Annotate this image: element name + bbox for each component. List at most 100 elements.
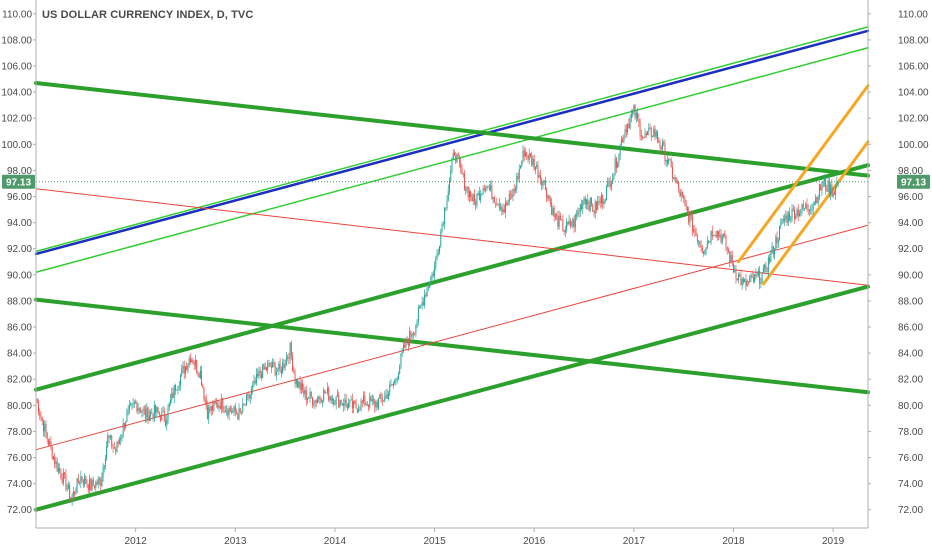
candle [39, 408, 41, 421]
y-tick-label: 102.00 [898, 114, 929, 125]
candle [586, 198, 588, 210]
candle [587, 193, 589, 210]
candle [300, 379, 302, 395]
candle [268, 360, 270, 368]
candle [689, 211, 691, 228]
time-axis[interactable]: 2012 2013 2014 2015 2016 2017 2018 2019 [36, 527, 868, 547]
candle [470, 190, 472, 202]
orange-channel-lower[interactable] [761, 140, 870, 286]
candle [254, 376, 256, 385]
candle [45, 420, 47, 439]
candle [89, 475, 91, 494]
candle [275, 367, 277, 381]
candle [451, 156, 453, 174]
candle [147, 406, 149, 424]
candle [198, 372, 200, 379]
candle [593, 210, 595, 218]
candle [491, 179, 493, 200]
y-tick-label: 78.00 [898, 427, 923, 438]
candle [658, 136, 660, 144]
candle [162, 405, 164, 413]
candle [166, 415, 168, 431]
candle [407, 337, 409, 352]
candle [539, 169, 541, 185]
candle [385, 389, 387, 399]
candle [461, 164, 463, 175]
candle [482, 185, 484, 195]
candle [304, 386, 306, 400]
x-tick-label: 2013 [224, 536, 247, 547]
candle [247, 393, 249, 401]
candle [516, 173, 518, 194]
candle [544, 176, 546, 191]
candle [771, 241, 773, 255]
candle [122, 418, 124, 438]
candle [732, 262, 734, 274]
candle [274, 361, 276, 377]
candle [457, 152, 459, 158]
candle [318, 395, 320, 403]
candle [287, 354, 289, 362]
candle [564, 225, 566, 238]
candle [541, 177, 543, 191]
candle [344, 393, 346, 411]
candle [143, 405, 145, 416]
candle [41, 416, 43, 426]
channel-lower-green-line[interactable] [34, 284, 870, 512]
candle [685, 199, 687, 211]
candle [642, 135, 644, 140]
candle [695, 227, 697, 236]
candle [728, 247, 730, 254]
candle [694, 225, 696, 238]
candle [777, 237, 779, 248]
candle [578, 208, 580, 218]
candle [320, 397, 322, 404]
candle [61, 473, 63, 485]
candle [404, 340, 406, 349]
orange-channel-upper[interactable] [736, 84, 870, 264]
candle [453, 149, 455, 157]
candle [711, 225, 713, 240]
descending-lower-green-line[interactable] [34, 297, 870, 395]
candle [182, 361, 184, 374]
candle [546, 187, 548, 203]
candle [547, 194, 549, 202]
candle [405, 336, 407, 350]
candle [84, 473, 86, 488]
candle [529, 153, 531, 159]
descending-red-line[interactable] [35, 188, 869, 286]
candle [690, 210, 692, 221]
candle [744, 278, 746, 283]
y-tick-label: 106.00 [1, 62, 32, 73]
candle [576, 209, 578, 221]
candle [273, 359, 275, 368]
candle [513, 183, 515, 196]
candle [285, 351, 287, 367]
candle [314, 400, 316, 410]
candle [594, 199, 596, 219]
right-price-axis[interactable]: 72.00 74.00 76.00 78.00 80.00 82.00 84.00 86.00… [867, 0, 929, 528]
candle [113, 441, 115, 449]
descending-upper-green-line[interactable] [34, 80, 870, 178]
candle [582, 199, 584, 215]
top-green-trendline[interactable] [35, 26, 869, 253]
y-tick-label: 106.00 [898, 62, 929, 73]
candle [417, 304, 419, 326]
ascending-red-line[interactable] [35, 224, 869, 451]
candle [577, 207, 579, 218]
candle [693, 225, 695, 234]
candle [505, 197, 507, 218]
left-price-axis[interactable]: 72.00 74.00 76.00 78.00 80.00 82.00 84.00 86.00… [1, 0, 37, 528]
candle [384, 390, 386, 403]
channel-upper-green-line[interactable] [34, 163, 870, 392]
top-blue-trendline[interactable] [34, 29, 870, 256]
candle [607, 177, 609, 188]
candle [171, 387, 173, 404]
last-price-tag-left: 97.13 [2, 174, 35, 189]
candle [401, 347, 403, 357]
candle [666, 154, 668, 167]
candle [538, 172, 540, 178]
candle [521, 160, 523, 168]
